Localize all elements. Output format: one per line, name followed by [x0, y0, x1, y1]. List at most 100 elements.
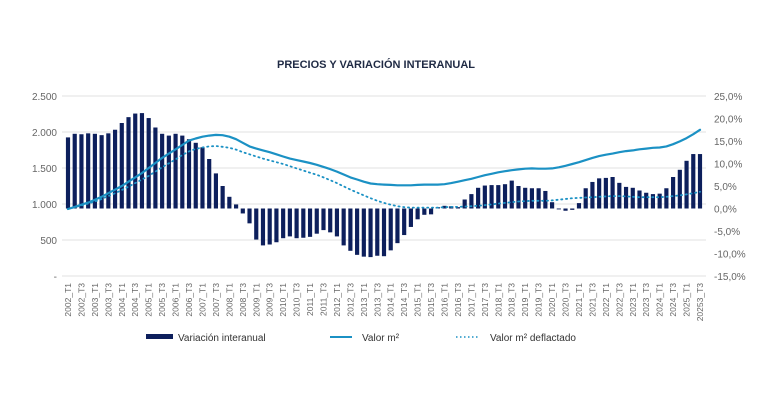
bar-59	[462, 199, 467, 209]
x-tick-label: 2023_T1	[628, 283, 638, 317]
bar-5	[99, 135, 104, 209]
bar-67	[516, 186, 521, 209]
legend-label-valor: Valor m²	[362, 333, 400, 344]
bar-39	[328, 208, 333, 233]
left-axis-ticks: - 500 1.000 1.500 2.000 2.500	[32, 92, 57, 283]
x-tick-label: 2024_T3	[668, 283, 678, 317]
bar-83	[623, 186, 629, 209]
bar-84	[630, 187, 635, 209]
bar-93	[691, 154, 696, 209]
x-tick-label: 2022_T3	[614, 283, 624, 317]
bar-49	[395, 208, 400, 244]
x-tick-label: 2016_T1	[440, 283, 450, 317]
x-axis-ticks: 2002_T1 2002_T3 2003_T1 2003_T3 2004_T1 2004_…	[63, 283, 705, 322]
x-tick-label: 2015_T1	[413, 283, 423, 317]
bar-2	[79, 134, 84, 209]
bar-76	[576, 203, 582, 209]
x-tick-label: 2002_T1	[63, 283, 73, 317]
x-tick-label: 2014_T1	[386, 283, 396, 317]
bar-81	[610, 177, 615, 209]
bar-38	[321, 208, 326, 231]
x-tick-label: 2018_T3	[507, 283, 517, 317]
right-tick-label: 25,0%	[714, 92, 742, 103]
x-tick-label: 2017_T1	[466, 283, 476, 317]
bar-74	[563, 208, 568, 211]
right-tick-label: 5,0%	[714, 182, 737, 193]
bar-37	[314, 208, 319, 234]
left-tick-label: 2.000	[32, 128, 57, 139]
x-tick-label: 2022_T1	[601, 283, 611, 317]
bar-73	[556, 208, 561, 210]
x-tick-label: 2005_T3	[157, 283, 167, 317]
bar-6	[106, 133, 111, 209]
bar-40	[334, 208, 340, 237]
bar-31	[274, 208, 279, 243]
line-valor-m2-deflactado	[67, 145, 701, 210]
bar-13	[153, 127, 158, 209]
bar-52	[415, 208, 420, 220]
bar-63	[489, 185, 494, 209]
bar-9	[126, 117, 131, 209]
line-valor-m2	[66, 128, 702, 211]
bar-92	[684, 160, 689, 209]
bar-24	[227, 196, 232, 209]
x-tick-label: 2021_T3	[587, 283, 597, 317]
bar-0	[65, 137, 71, 209]
x-tick-label: 2010_T3	[292, 283, 302, 317]
bar-14	[160, 133, 165, 209]
bar-54	[428, 208, 434, 215]
x-tick-label: 2007_T1	[197, 283, 207, 317]
bar-3	[86, 133, 91, 209]
bar-32	[281, 208, 286, 239]
x-tick-label: 2011_T1	[305, 283, 315, 316]
x-tick-label: 2023_T3	[641, 283, 651, 317]
bar-72	[550, 202, 555, 209]
bar-43	[355, 208, 360, 255]
bar-44	[361, 208, 366, 257]
bar-47	[381, 208, 387, 257]
bar-18	[186, 139, 192, 209]
bar-48	[388, 208, 393, 251]
x-tick-label: 20253_T3	[695, 283, 705, 322]
bar-69	[529, 188, 534, 209]
x-tick-label: 2019_T1	[520, 283, 530, 317]
bar-75	[570, 208, 575, 210]
right-tick-label: -15,0%	[714, 272, 746, 283]
x-tick-label: 2005_T1	[144, 283, 154, 317]
bar-79	[597, 178, 602, 209]
bar-46	[375, 208, 380, 256]
bar-21	[207, 159, 212, 209]
bar-33	[287, 208, 292, 237]
bar-36	[307, 208, 313, 237]
x-tick-label: 2008_T3	[238, 283, 248, 317]
x-tick-label: 2013_T1	[359, 283, 369, 317]
bar-70	[536, 188, 541, 209]
bar-61	[476, 187, 481, 209]
left-tick-label: 1.000	[32, 200, 57, 211]
bar-80	[603, 177, 608, 209]
line-series	[66, 128, 702, 211]
left-tick-label: 500	[40, 236, 57, 247]
bar-89	[664, 188, 669, 209]
bar-29	[260, 208, 266, 246]
x-tick-label: 2019_T3	[534, 283, 544, 317]
x-tick-label: 2018_T1	[493, 283, 503, 317]
bar-8	[119, 123, 124, 209]
left-tick-label: 2.500	[32, 92, 57, 103]
bar-53	[422, 208, 427, 215]
x-tick-label: 2009_T1	[251, 283, 261, 317]
bar-19	[193, 142, 198, 209]
bar-51	[408, 208, 413, 227]
bar-1	[72, 133, 77, 209]
bar-27	[247, 208, 252, 224]
bar-50	[402, 208, 407, 236]
legend-label-deflactado: Valor m² deflactado	[490, 333, 576, 344]
x-tick-label: 2010_T1	[278, 283, 288, 317]
bar-23	[220, 186, 225, 209]
x-tick-label: 2013_T3	[372, 283, 382, 317]
bar-56	[442, 205, 447, 209]
right-tick-label: 0,0%	[714, 205, 737, 216]
bar-16	[173, 133, 178, 209]
bar-71	[543, 190, 548, 209]
bar-58	[455, 207, 461, 209]
